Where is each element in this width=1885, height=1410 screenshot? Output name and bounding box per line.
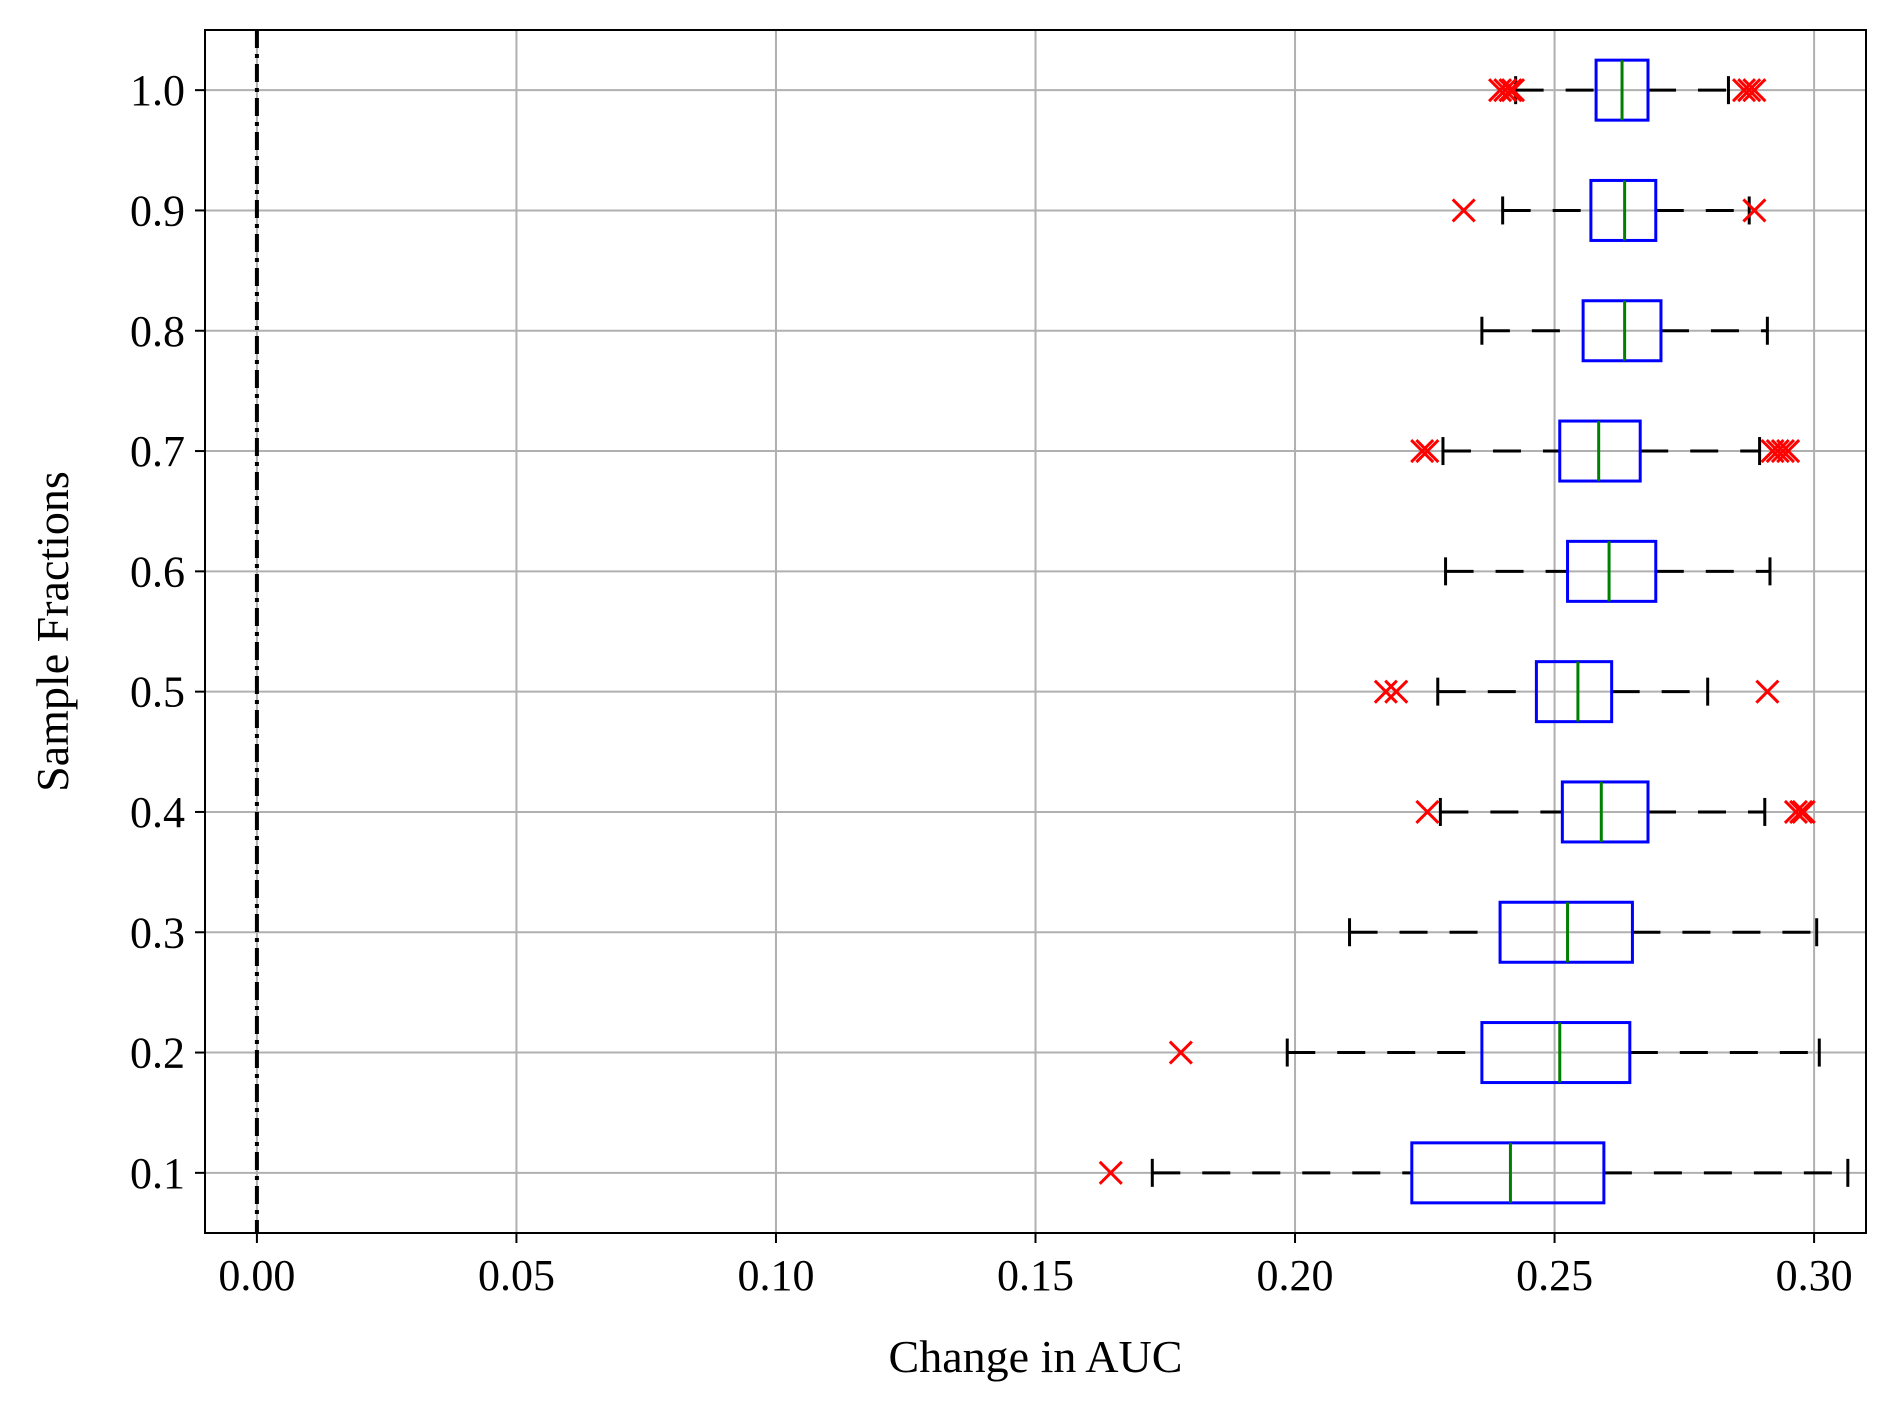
x-tick-label: 0.00 <box>218 1251 295 1300</box>
y-axis-label: Sample Fractions <box>27 471 78 792</box>
box-group-0-7 <box>1410 419 1801 483</box>
outlier-stroke <box>1384 679 1409 704</box>
x-axis-label: Change in AUC <box>889 1331 1183 1382</box>
outlier-stroke <box>1737 78 1762 103</box>
box-group-0-5 <box>1373 660 1780 724</box>
y-tick-label: 0.2 <box>130 1029 185 1078</box>
outlier-marker <box>1415 438 1440 464</box>
outlier-stroke <box>1742 78 1767 103</box>
outlier-marker <box>1731 78 1757 103</box>
iqr-box <box>1534 660 1614 724</box>
y-tick-label: 0.5 <box>130 668 185 717</box>
outlier-stroke <box>1098 1160 1123 1185</box>
outlier-stroke <box>1451 198 1476 223</box>
y-tick-label: 0.3 <box>130 908 185 957</box>
iqr-box <box>1581 299 1663 363</box>
x-tick-label: 0.30 <box>1776 1251 1853 1300</box>
outlier-marker <box>1742 78 1767 103</box>
outlier-marker <box>1742 198 1767 223</box>
y-tick-label: 0.8 <box>130 307 185 356</box>
y-tick-label: 0.9 <box>130 186 185 235</box>
x-tick-label: 0.05 <box>478 1251 555 1300</box>
iqr-box <box>1560 780 1650 844</box>
outlier-stroke <box>1765 438 1790 464</box>
outlier-marker <box>1770 438 1796 464</box>
y-tick-label: 0.6 <box>130 547 185 596</box>
outlier-stroke <box>1776 438 1801 464</box>
outlier-marker <box>1451 198 1476 223</box>
y-tick-label: 0.7 <box>130 427 185 476</box>
x-tick-label: 0.10 <box>737 1251 814 1300</box>
outlier-marker <box>1765 438 1790 464</box>
outlier-marker <box>1500 78 1526 103</box>
box-group-0-8 <box>1480 299 1769 363</box>
outlier-stroke <box>1493 78 1518 103</box>
box-group-0-4 <box>1415 780 1816 844</box>
outlier-marker <box>1498 78 1523 103</box>
outlier-marker <box>1791 799 1816 825</box>
box-group-0-1 <box>1098 1141 1850 1205</box>
outlier-stroke <box>1498 78 1523 103</box>
y-tick-label: 1.0 <box>130 66 185 115</box>
outlier-marker <box>1410 438 1435 464</box>
y-tick-label: 0.4 <box>130 788 185 837</box>
outlier-stroke <box>1168 1040 1193 1065</box>
outlier-marker <box>1493 78 1518 103</box>
y-tick-label: 0.1 <box>130 1149 185 1198</box>
box-series <box>1098 58 1850 1205</box>
box-group-1-0 <box>1488 58 1767 122</box>
outlier-marker <box>1783 799 1808 825</box>
box-group-0-3 <box>1348 900 1819 964</box>
iqr-box <box>1480 1021 1632 1085</box>
outlier-stroke <box>1789 799 1814 825</box>
outlier-marker <box>1098 1160 1123 1185</box>
x-tick-label: 0.25 <box>1516 1251 1593 1300</box>
outlier-marker <box>1755 679 1780 704</box>
outlier-marker <box>1384 679 1409 704</box>
x-tick-label: 0.15 <box>997 1251 1074 1300</box>
outlier-stroke <box>1415 438 1440 464</box>
outlier-stroke <box>1731 78 1757 103</box>
iqr-box <box>1410 1141 1606 1205</box>
outlier-stroke <box>1742 198 1767 223</box>
grid-lines <box>205 30 1866 1233</box>
axis-ticks: 0.00 0.05 0.10 0.15 0.20 0.25 0.30 0.1 0.2 0.3 0.4… <box>130 66 1853 1300</box>
outlier-marker <box>1737 78 1762 103</box>
outlier-marker <box>1789 799 1814 825</box>
outlier-marker <box>1373 679 1398 704</box>
outlier-marker <box>1776 438 1801 464</box>
box-group-0-6 <box>1444 539 1772 603</box>
outlier-stroke <box>1410 438 1435 464</box>
outlier-stroke <box>1415 799 1440 825</box>
outlier-stroke <box>1373 679 1398 704</box>
iqr-box <box>1566 539 1658 603</box>
x-tick-label: 0.20 <box>1257 1251 1334 1300</box>
box-group-0-9 <box>1451 178 1767 242</box>
outlier-stroke <box>1500 78 1526 103</box>
outlier-marker <box>1415 799 1440 825</box>
outlier-stroke <box>1791 799 1816 825</box>
outlier-marker <box>1168 1040 1193 1065</box>
outlier-stroke <box>1770 438 1796 464</box>
box-group-0-2 <box>1168 1021 1821 1085</box>
outlier-stroke <box>1783 799 1808 825</box>
outlier-stroke <box>1755 679 1780 704</box>
